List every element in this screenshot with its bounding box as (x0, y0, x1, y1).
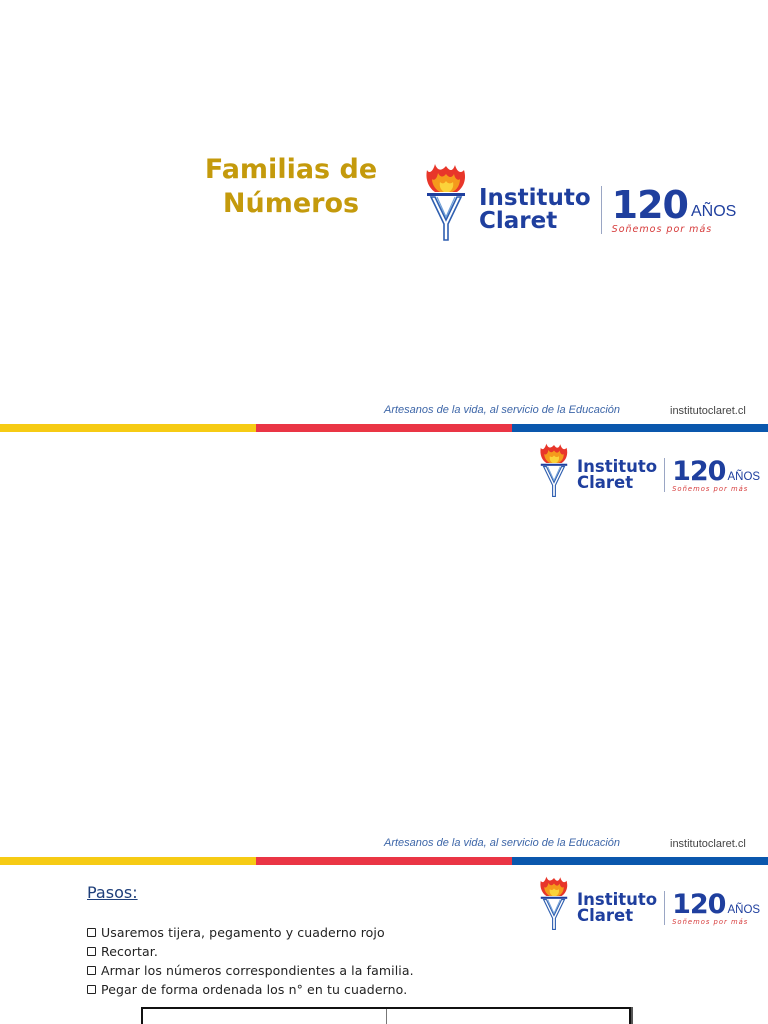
torch-icon (426, 164, 466, 241)
institute-logo: Instituto Claret 120 AÑOS Soñemos por má… (423, 162, 736, 242)
logo-name: Instituto Claret (479, 187, 591, 233)
slide-blank: Instituto Claret 120 AÑOS Soñemos por má… (0, 432, 768, 866)
anniversary-number: 120 (611, 182, 689, 227)
steps-list: Usaremos tijera, pegamento y cuaderno ro… (87, 923, 414, 999)
slide-title: Familias de Números Instituto Claret 120… (0, 0, 768, 432)
logo-name: Instituto Claret (577, 457, 658, 492)
footer-color-stripe (0, 424, 768, 432)
step-item: Recortar. (87, 942, 414, 961)
logo-name-line-1: Instituto (479, 185, 591, 211)
checkbox-icon (87, 928, 96, 937)
logo-name-line-1: Instituto (577, 890, 658, 909)
torch-icon (540, 443, 568, 497)
anniversary-badge: 120 AÑOS Soñemos por más (612, 186, 737, 235)
table-cell (385, 1009, 630, 1024)
checkbox-icon (87, 947, 96, 956)
title-line-1: Familias de (204, 154, 378, 185)
logo-name: Instituto Claret (577, 890, 658, 925)
anniversary-badge: 120 AÑOS Soñemos por más (672, 891, 760, 926)
step-item: Usaremos tijera, pegamento y cuaderno ro… (87, 923, 414, 942)
logo-divider (664, 891, 666, 925)
footer-url: institutoclaret.cl (670, 405, 746, 417)
step-item: Armar los números correspondientes a la … (87, 961, 414, 980)
logo-name-line-1: Instituto (577, 457, 658, 476)
anniversary-number: 120 (672, 888, 726, 920)
footer-url: institutoclaret.cl (670, 838, 746, 850)
footer-slogan: Artesanos de la vida, al servicio de la … (384, 404, 621, 416)
footer-slogan: Artesanos de la vida, al servicio de la … (384, 837, 621, 849)
step-text: Armar los números correspondientes a la … (101, 963, 414, 978)
slide-title-text: Familias de Números (196, 153, 386, 221)
torch-icon (540, 876, 568, 930)
step-item: Pegar de forma ordenada los n° en tu cua… (87, 980, 414, 999)
step-text: Recortar. (101, 944, 158, 959)
logo-slogan: Soñemos por más (611, 223, 713, 235)
logo-divider (600, 186, 602, 234)
logo-slogan: Soñemos por más (672, 917, 749, 926)
footer-color-stripe (0, 857, 768, 865)
anniversary-anos: AÑOS (691, 202, 737, 220)
checkbox-icon (87, 966, 96, 975)
institute-logo: Instituto Claret 120 AÑOS Soñemos por má… (538, 442, 760, 498)
logo-name-line-2: Claret (479, 208, 558, 234)
checkbox-icon (87, 985, 96, 994)
step-text: Usaremos tijera, pegamento y cuaderno ro… (101, 925, 385, 940)
title-line-2: Números (222, 188, 360, 219)
logo-name-line-2: Claret (577, 473, 634, 492)
number-family-table (141, 1007, 631, 1024)
logo-name-line-2: Claret (577, 906, 634, 925)
anniversary-badge: 120 AÑOS Soñemos por más (672, 458, 760, 493)
anniversary-anos: AÑOS (727, 903, 761, 916)
logo-slogan: Soñemos por más (672, 484, 749, 493)
slide-steps: Pasos: Instituto Claret 120 AÑOS Soñemos… (0, 866, 768, 1024)
anniversary-anos: AÑOS (727, 470, 761, 483)
logo-divider (664, 458, 666, 492)
step-text: Pegar de forma ordenada los n° en tu cua… (101, 982, 408, 997)
anniversary-number: 120 (672, 455, 726, 487)
table-cell (143, 1009, 386, 1024)
institute-logo: Instituto Claret 120 AÑOS Soñemos por má… (538, 875, 760, 931)
steps-heading: Pasos: (87, 883, 138, 902)
